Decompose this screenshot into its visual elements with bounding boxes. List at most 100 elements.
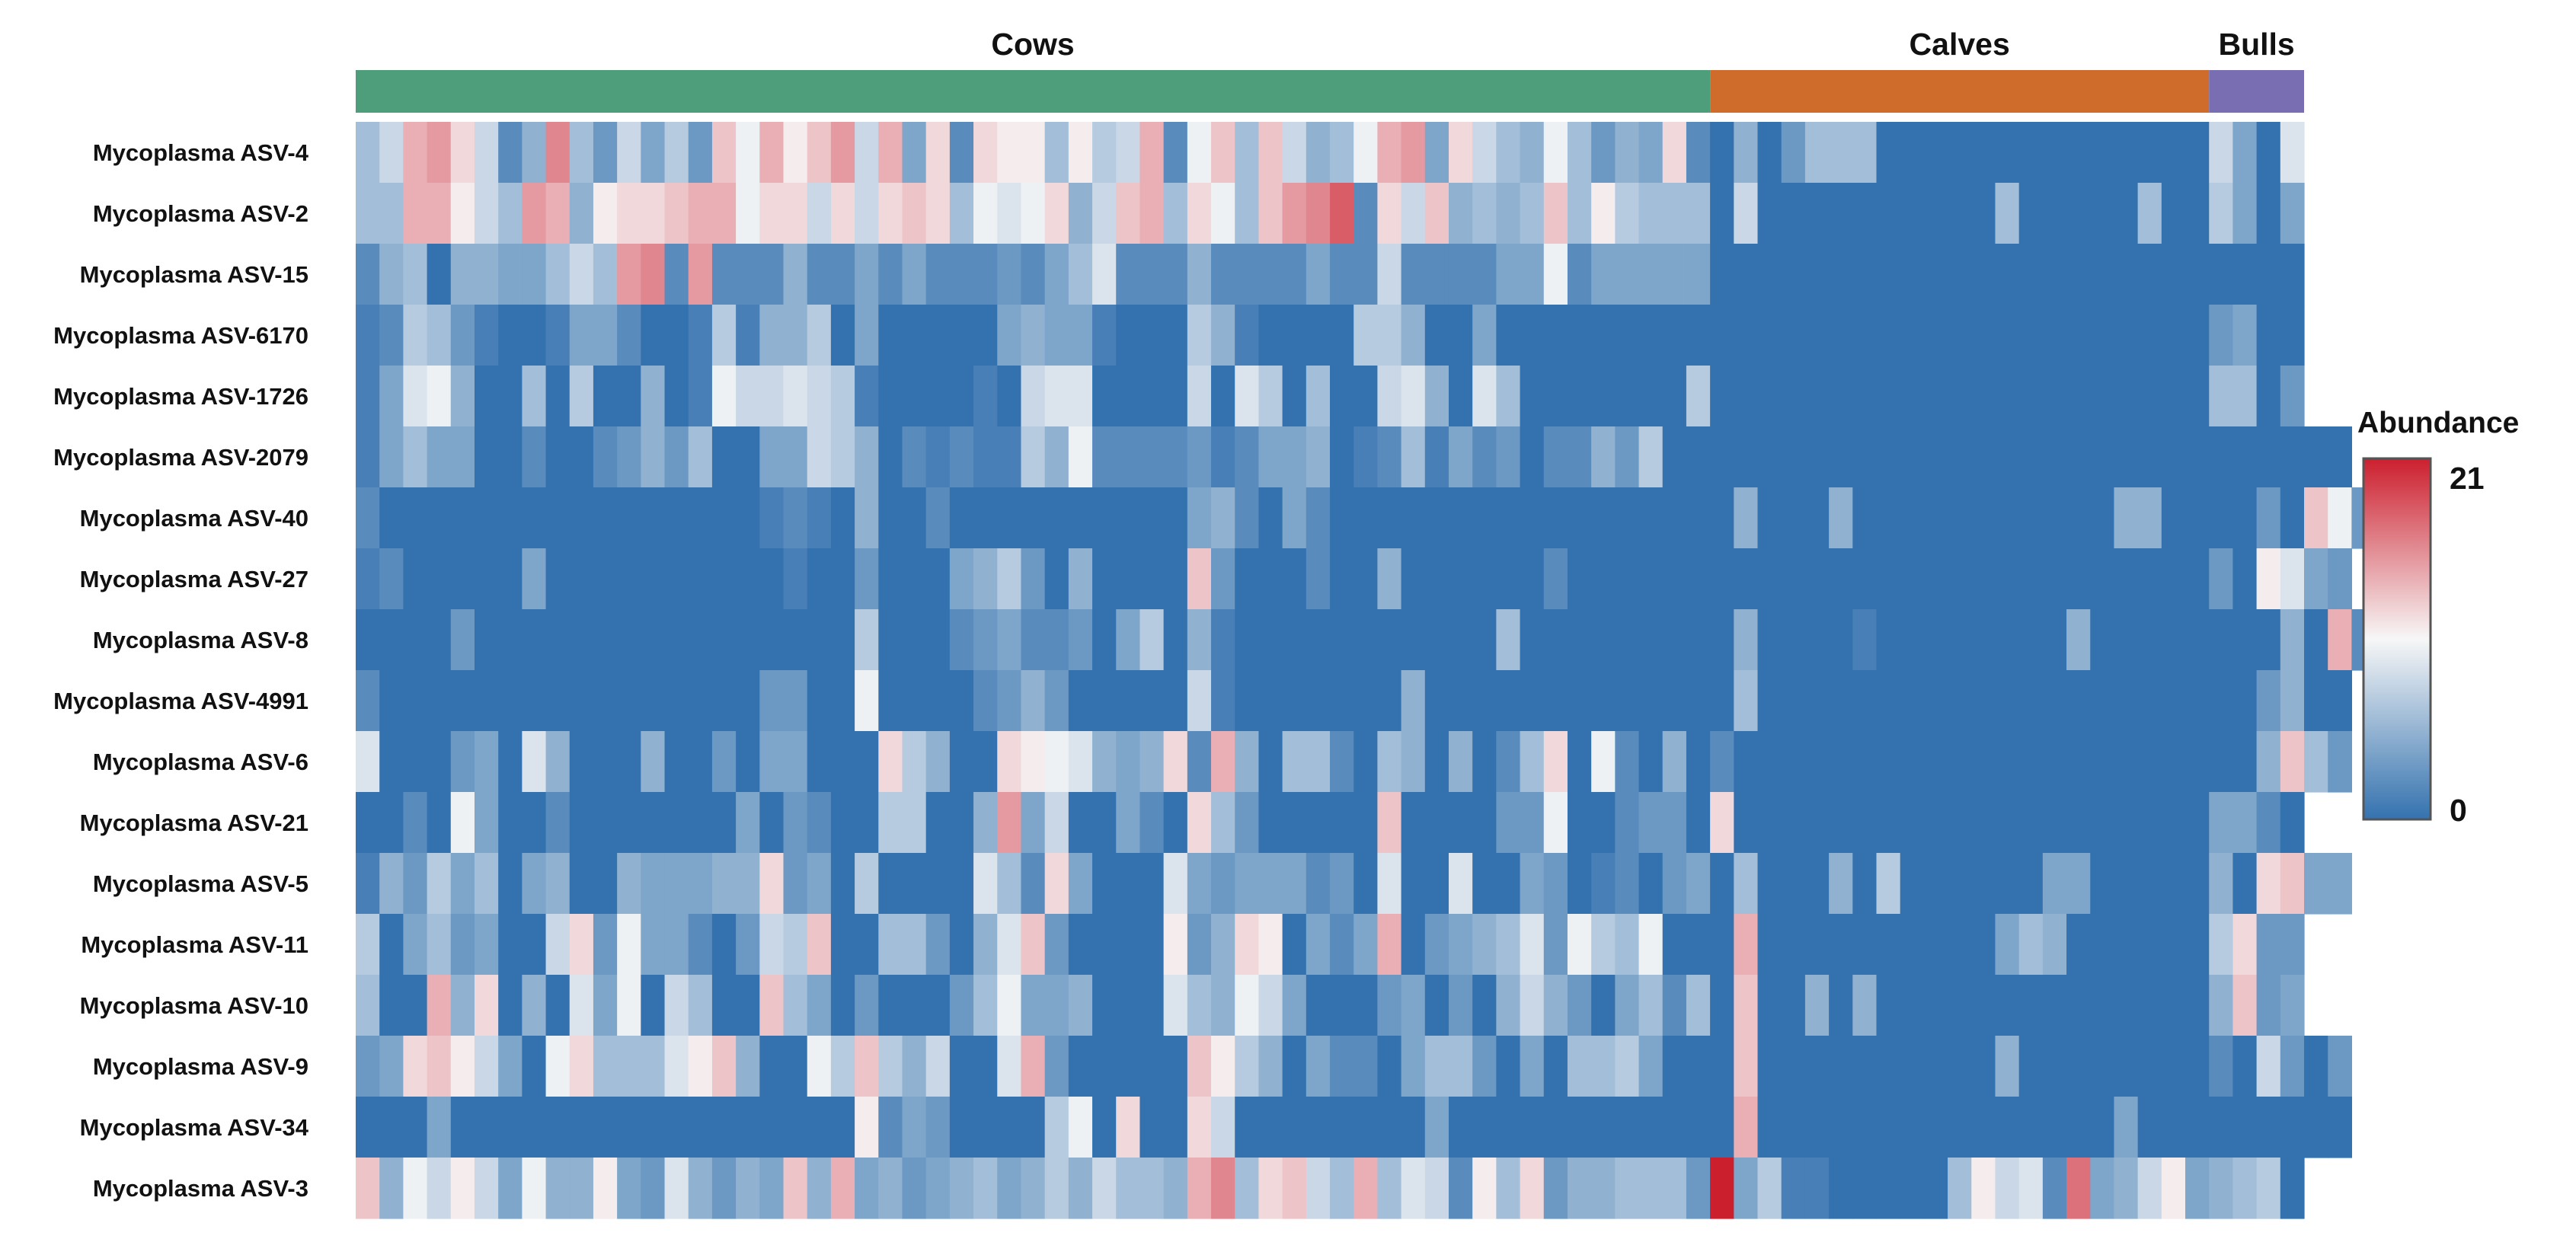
heatmap-cell (1804, 487, 1830, 549)
heatmap-cell (925, 1158, 951, 1219)
heatmap-cell (1424, 731, 1449, 793)
heatmap-cell (1829, 183, 1853, 244)
heatmap-cell (1591, 853, 1616, 915)
heatmap-cell (1092, 975, 1117, 1036)
heatmap-cell (641, 670, 666, 732)
heatmap-cell (1757, 731, 1782, 793)
heatmap-cell (1424, 366, 1449, 427)
heatmap-cell (783, 305, 808, 366)
heatmap-cell (1995, 305, 2020, 366)
heatmap-cell (949, 366, 974, 427)
heatmap-cell (1139, 1158, 1165, 1219)
heatmap-cell (664, 731, 689, 793)
heatmap-cell (1139, 792, 1165, 854)
heatmap-cell (878, 1036, 903, 1097)
heatmap-cell (545, 305, 570, 366)
heatmap-cell (427, 487, 452, 549)
heatmap-cell (1092, 1097, 1117, 1158)
heatmap-cell (1567, 670, 1592, 732)
heatmap-cell (711, 792, 737, 854)
heatmap-cell (1424, 792, 1449, 854)
heatmap-cell (1948, 305, 1972, 366)
heatmap-cell (1139, 305, 1165, 366)
heatmap-cell (902, 183, 927, 244)
group-label-cows: Cows (991, 27, 1074, 62)
heatmap-cell (1306, 122, 1331, 184)
heatmap-cell (949, 1036, 974, 1097)
heatmap-cell (1734, 1158, 1759, 1219)
heatmap-cell (878, 792, 903, 854)
heatmap-cell (1401, 1097, 1426, 1158)
row-label: Mycoplasma ASV-4991 (53, 688, 308, 714)
heatmap-cell (1306, 914, 1331, 976)
heatmap-cell (2280, 366, 2305, 427)
heatmap-cell (1686, 1097, 1711, 1158)
heatmap-cell (2066, 244, 2091, 305)
heatmap-cell (1543, 426, 1568, 488)
heatmap-cell (1995, 914, 2020, 976)
heatmap-cell (1187, 487, 1212, 549)
heatmap-cell (2114, 670, 2139, 732)
heatmap-cell (1710, 183, 1734, 244)
heatmap-cell (1734, 122, 1759, 184)
heatmap-cell (545, 183, 570, 244)
heatmap-cell (855, 548, 879, 610)
heatmap-cell (1781, 487, 1806, 549)
heatmap-cell (1472, 853, 1497, 915)
heatmap-cell (1900, 244, 1925, 305)
heatmap-cell (2018, 609, 2044, 671)
heatmap-cell (2137, 975, 2162, 1036)
heatmap-cell (783, 609, 808, 671)
heatmap-cell (1520, 670, 1545, 732)
heatmap-cell (949, 426, 974, 488)
heatmap-cell (1424, 853, 1449, 915)
heatmap-cell (2185, 1036, 2210, 1097)
heatmap-cell (2232, 244, 2258, 305)
heatmap-cell (474, 548, 499, 610)
heatmap-cell (783, 1036, 808, 1097)
heatmap-cell (1520, 244, 1545, 305)
group-annotation-bar (356, 70, 2304, 113)
heatmap-cell (1543, 1158, 1568, 1219)
heatmap-cell (2161, 487, 2186, 549)
heatmap-cell (973, 548, 998, 610)
heatmap-cell (1448, 792, 1473, 854)
heatmap-cell (1235, 853, 1260, 915)
heatmap-cell (1591, 1158, 1616, 1219)
heatmap-cell (2090, 426, 2115, 488)
heatmap-cell (593, 670, 618, 732)
heatmap-cell (1971, 183, 1996, 244)
heatmap-cell (356, 1097, 380, 1158)
heatmap-cell (2185, 670, 2210, 732)
heatmap-cell (1354, 853, 1378, 915)
heatmap-cell (759, 731, 785, 793)
heatmap-cell (1829, 487, 1853, 549)
heatmap-cell (2280, 1036, 2305, 1097)
heatmap-cell (1306, 426, 1331, 488)
heatmap-cell (1068, 548, 1093, 610)
heatmap-cell (1187, 792, 1212, 854)
heatmap-cell (1496, 487, 1521, 549)
heatmap-cell (1876, 122, 1901, 184)
heatmap-cell (1520, 183, 1545, 244)
heatmap-cell (2185, 1158, 2210, 1219)
heatmap-cell (1923, 914, 1948, 976)
heatmap-cell (1591, 122, 1616, 184)
heatmap-cell (925, 975, 951, 1036)
heatmap-cell (2232, 122, 2258, 184)
heatmap-cell (2185, 792, 2210, 854)
heatmap-cell (1211, 853, 1235, 915)
heatmap-cell (1044, 609, 1069, 671)
heatmap-cell (403, 183, 428, 244)
heatmap-cell (641, 914, 666, 976)
heatmap-cell (902, 1158, 927, 1219)
heatmap-cell (1948, 426, 1972, 488)
heatmap-cell (1638, 853, 1664, 915)
heatmap-cell (1686, 426, 1711, 488)
heatmap-cell (855, 853, 879, 915)
heatmap-cell (711, 1097, 737, 1158)
heatmap-cell (807, 853, 832, 915)
heatmap-cell (1163, 1158, 1188, 1219)
heatmap-cell (2137, 487, 2162, 549)
heatmap-cell (1900, 426, 1925, 488)
